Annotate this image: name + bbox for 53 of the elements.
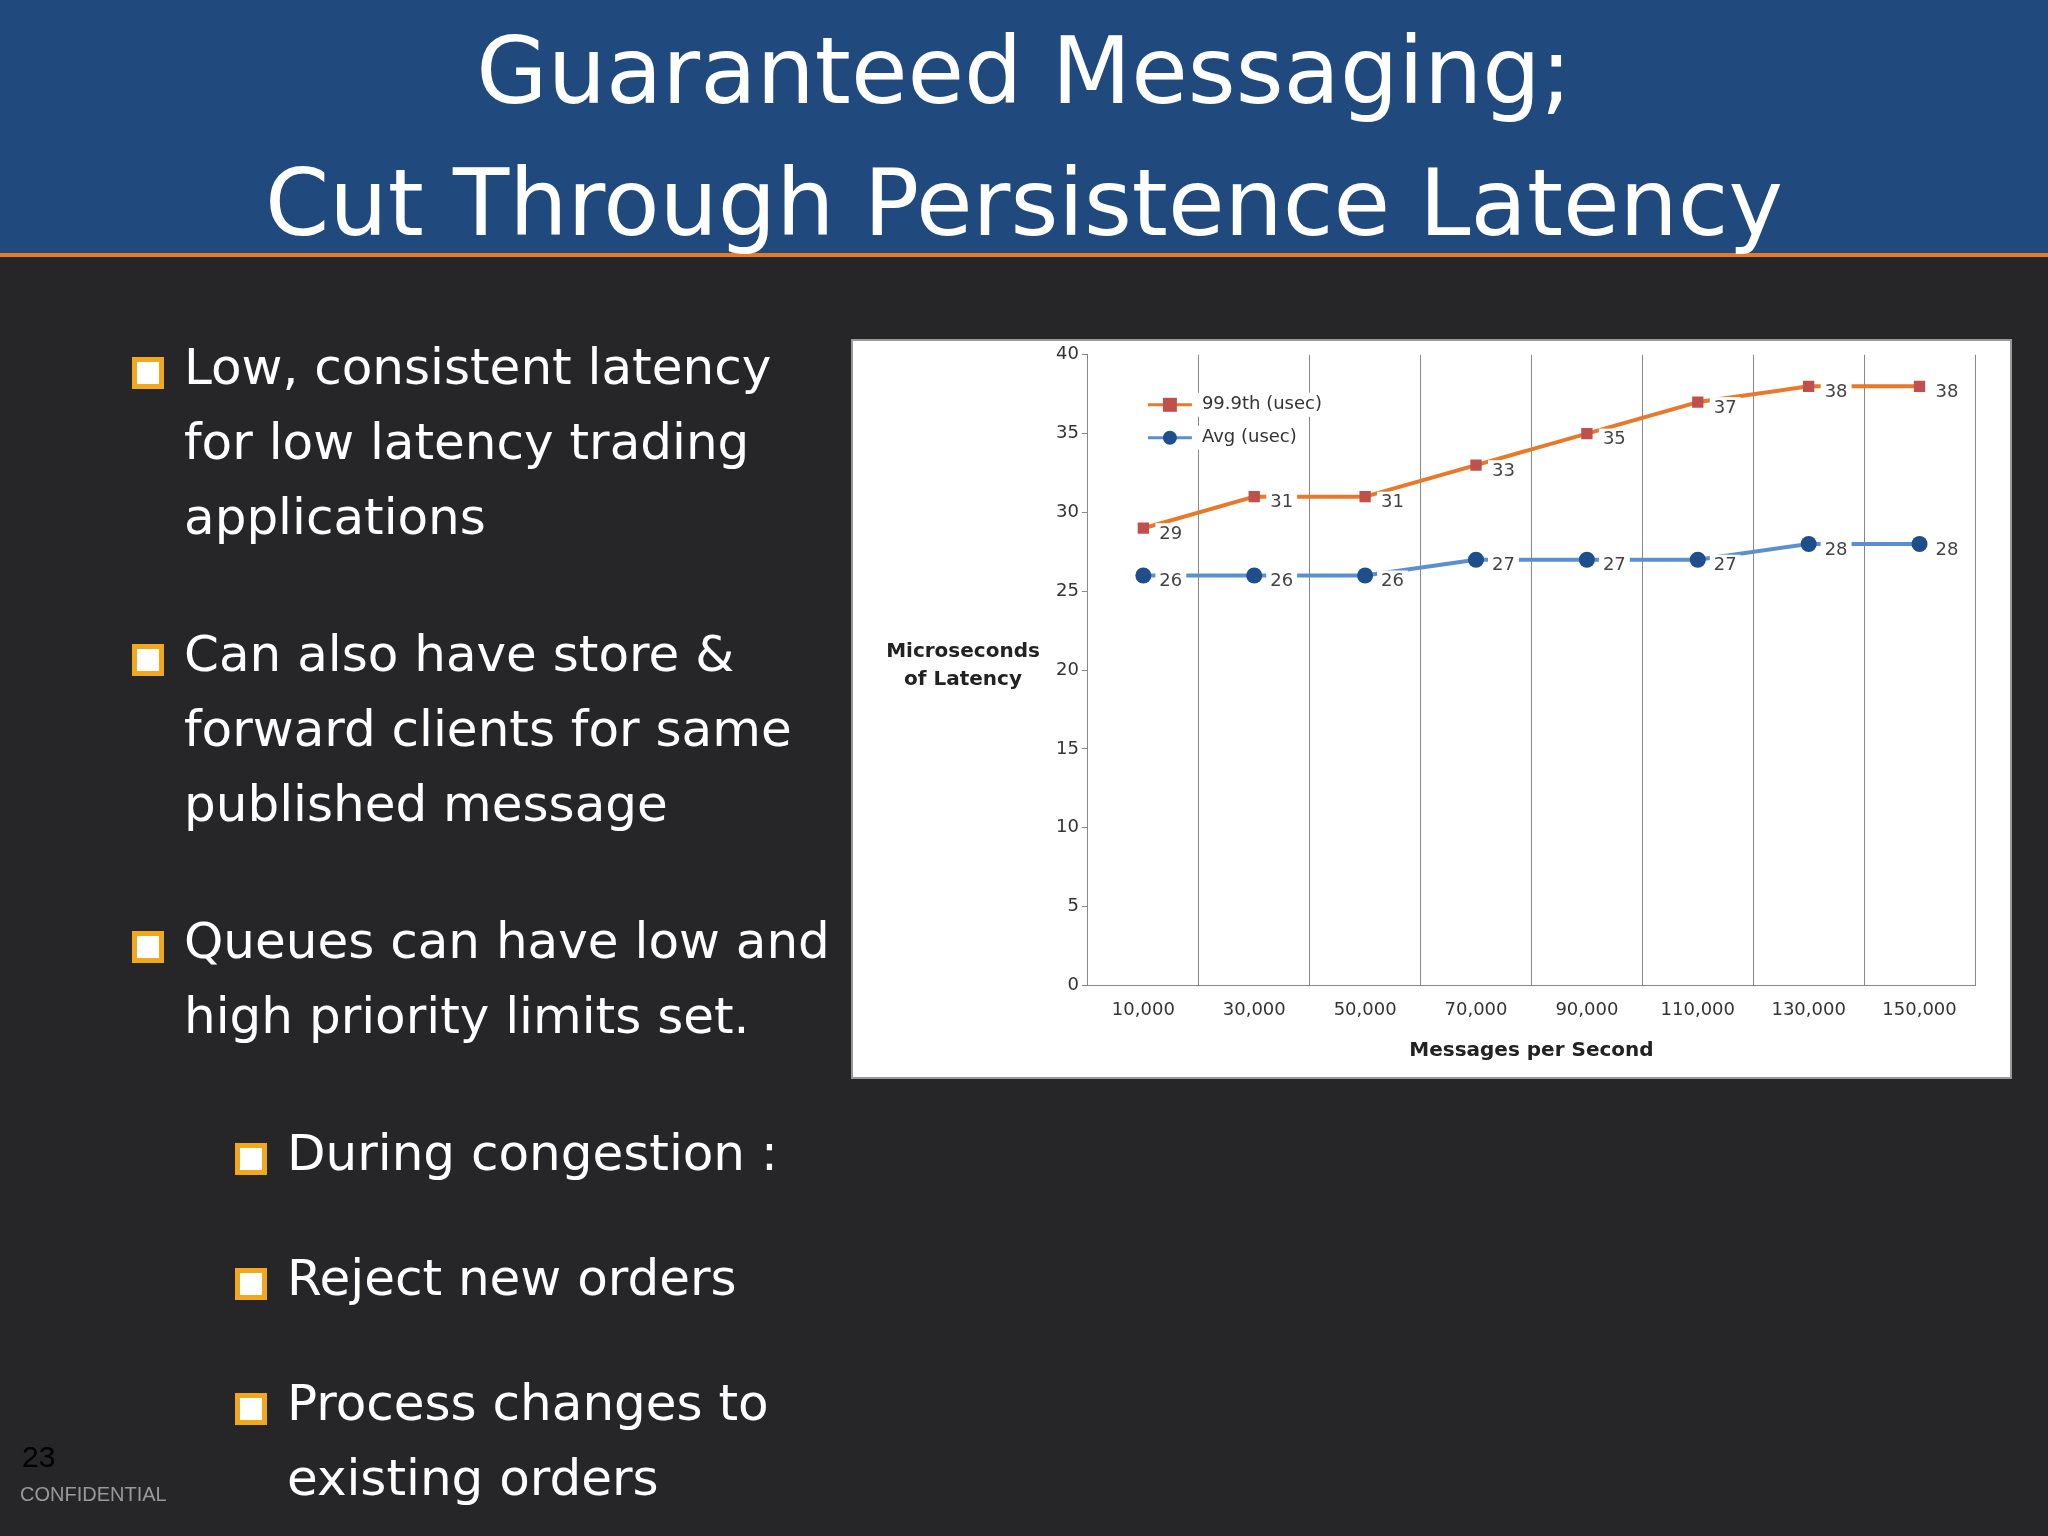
data-label: 35 [1602,427,1626,449]
y-tick-label: 15 [1056,736,1079,758]
text: Queues can have low and high priority limits set. [184,912,830,1045]
data-label: 37 [1713,395,1737,417]
data-label: 27 [1602,553,1626,575]
y-tick-label: 40 [1056,342,1079,364]
data-label: 31 [1270,490,1294,512]
data-label: 28 [1824,537,1848,559]
x-tick-label: 70,000 [1444,997,1508,1019]
data-label: 31 [1381,490,1405,512]
x-tick-label: 110,000 [1660,997,1735,1019]
data-label: 27 [1713,553,1737,575]
chart-title: Guaranteed Messaging; Cut Through Persistence Latency [264,17,1784,259]
text: CONFIDENTIAL [20,1483,167,1506]
x-tick-label: 50,000 [1333,997,1397,1019]
data-label: 29 [1159,521,1183,543]
x-tick-label: 30,000 [1222,997,1286,1019]
x-tick-label: 90,000 [1555,997,1619,1019]
y-tick-label: 5 [1067,894,1079,916]
point [1803,380,1815,392]
data-label: 33 [1492,458,1515,480]
y-tick-label: 25 [1056,578,1079,600]
data-label: 26 [1270,569,1294,591]
text: During congestion : [287,1124,778,1182]
point [1581,427,1593,440]
data-label: 38 [1824,380,1848,401]
data-label: 26 [1159,569,1183,591]
y-tick-label: 20 [1056,657,1079,679]
point [1470,459,1482,471]
legend-label: 99.9th (usec) [1201,392,1322,414]
point [1359,491,1371,503]
data-label: 27 [1492,553,1515,575]
point [1692,396,1704,408]
x-axis-title: Messages per Second [1409,1037,1654,1062]
point [1913,380,1926,392]
point [1248,491,1260,503]
x-tick-label: 130,000 [1771,997,1846,1019]
y-axis-title: Microseconds of Latency [885,637,1041,692]
y-tick-label: 30 [1056,500,1079,522]
x-tick-label: 10,000 [1111,997,1175,1019]
text: Low, consistent latency for low latency trading applications [184,338,772,546]
x-tick-label: 150,000 [1882,997,1957,1019]
data-label: 38 [1935,380,1959,401]
legend-label: Avg (usec) [1201,425,1297,447]
text: Can also have store & forward clients for same published message [184,625,792,833]
y-tick-label: 35 [1056,421,1079,443]
y-tick-label: 0 [1067,973,1079,995]
text: Reject new orders [287,1249,737,1307]
data-label: 28 [1935,537,1959,559]
y-tick-label: 10 [1056,815,1079,837]
data-label: 26 [1381,569,1405,591]
text: Process changes to existing orders [287,1374,769,1507]
point [1137,522,1150,534]
